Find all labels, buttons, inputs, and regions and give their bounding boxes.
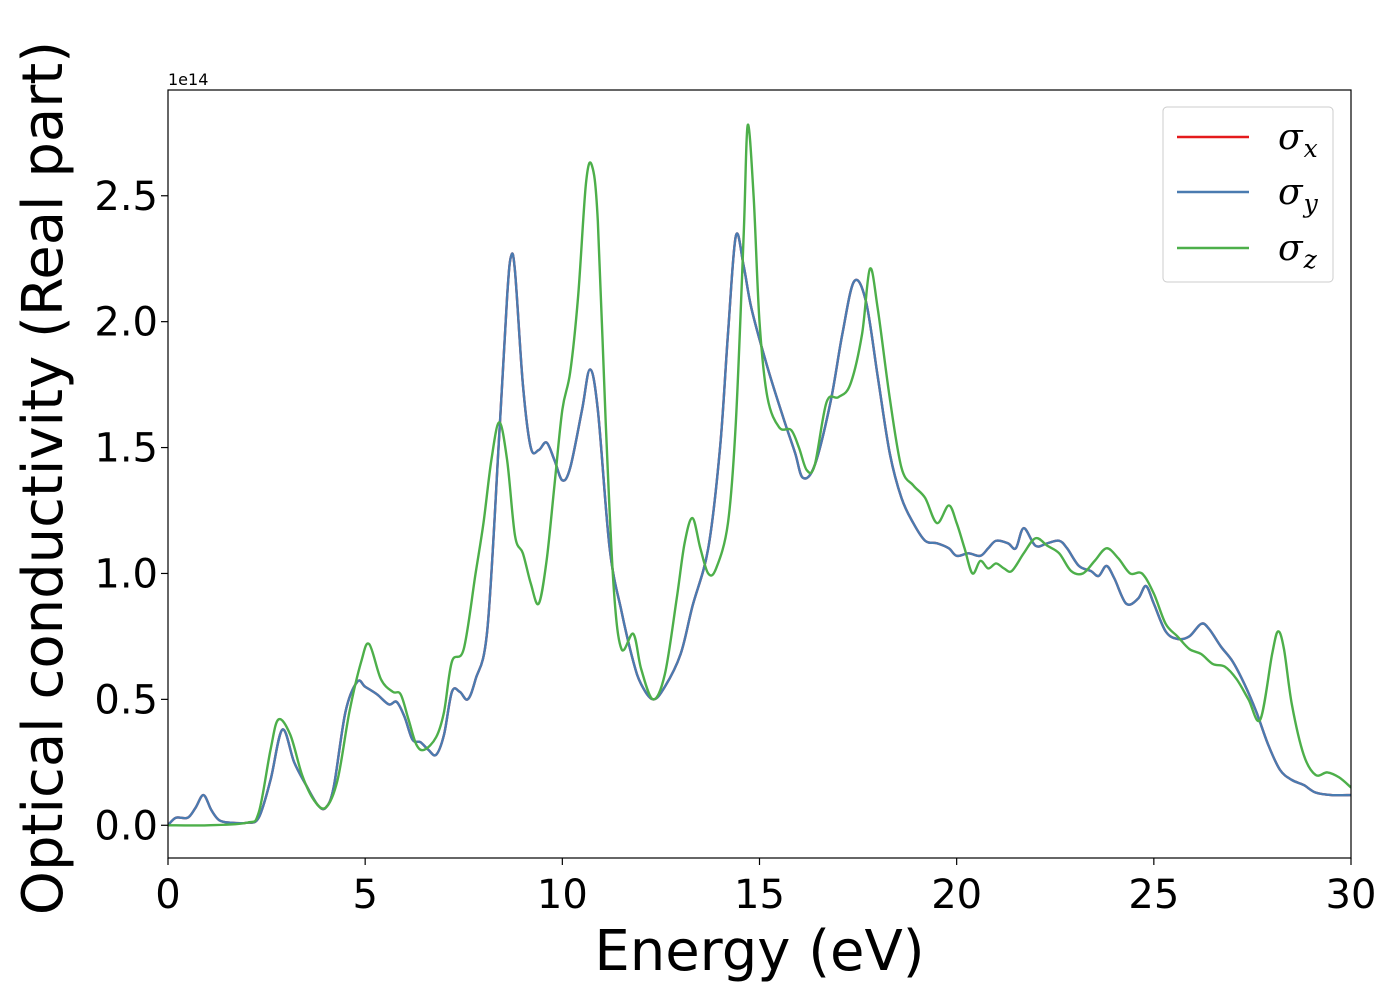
x-tick-label: 30: [1326, 872, 1377, 918]
series-line-y: [168, 232, 1351, 827]
legend-label-z: σz: [1278, 228, 1318, 274]
y-tick-label: 0.5: [94, 677, 158, 723]
y-axis: 0.0 0.5 1.0 1.5 2.0 2.5: [94, 174, 168, 849]
x-axis-title: Energy (eV): [594, 919, 924, 984]
x-tick-label: 20: [931, 872, 982, 918]
y-tick-label: 0.0: [94, 803, 158, 849]
x-tick-label: 10: [537, 872, 588, 918]
x-tick-label: 0: [155, 872, 180, 918]
legend-label-y: σy: [1278, 172, 1319, 218]
x-axis: 0 5 10 15 20 25 30: [155, 858, 1376, 918]
y-tick-label: 2.0: [94, 300, 158, 346]
legend-label-x: σx: [1278, 117, 1318, 163]
series-layer: [168, 123, 1351, 827]
y-offset-label: 1e14: [168, 70, 208, 89]
series-line-z: [168, 123, 1351, 827]
x-tick-label: 15: [734, 872, 785, 918]
y-axis-title: Optical conductivity (Real part): [11, 41, 76, 915]
y-tick-label: 2.5: [94, 174, 158, 220]
x-tick-label: 25: [1128, 872, 1179, 918]
y-tick-label: 1.5: [94, 426, 158, 472]
legend: σx σy σz: [1162, 106, 1334, 283]
y-tick-label: 1.0: [94, 551, 158, 597]
legend-box: [1162, 106, 1334, 283]
x-tick-label: 5: [352, 872, 377, 918]
